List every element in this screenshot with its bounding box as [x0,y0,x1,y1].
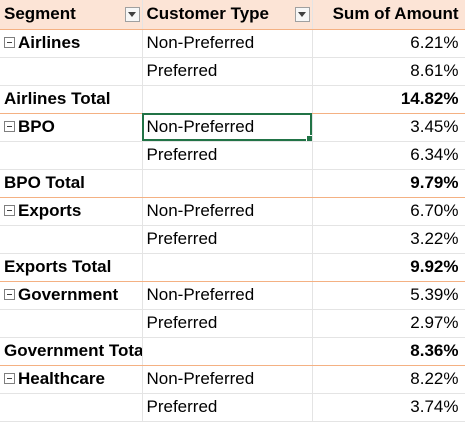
segment-cell-government[interactable]: Government [0,281,143,310]
amount-cell[interactable]: 2.97% [312,309,465,338]
amount-cell[interactable]: 8.22% [312,365,465,394]
amount-cell[interactable]: 3.45% [312,113,465,142]
segment-label: Exports [18,201,82,220]
total-row: Airlines Total 14.82% [0,84,465,114]
header-row: Segment Customer Type Sum of Amount [0,0,465,30]
segment-cell-bpo[interactable]: BPO [0,113,143,142]
customer-type-cell[interactable]: Non-Preferred [142,29,313,58]
customer-type-cell[interactable]: Preferred [142,393,313,422]
total-label-cell[interactable]: BPO Total [0,168,143,198]
collapse-icon[interactable] [4,36,15,48]
table-row: BPO Non-Preferred 3.45% [0,113,465,142]
segment-cell-empty[interactable] [0,309,143,338]
amount-cell[interactable]: 8.61% [312,57,465,86]
segment-cell-healthcare[interactable]: Healthcare [0,365,143,394]
amount-header-label: Sum of Amount [332,4,459,24]
segment-cell-empty[interactable] [0,393,143,422]
total-row: BPO Total 9.79% [0,168,465,198]
table-row: Healthcare Non-Preferred 8.22% [0,365,465,394]
table-row: Preferred 3.74% [0,393,465,422]
segment-label: Airlines [18,33,81,52]
amount-cell[interactable]: 6.34% [312,141,465,170]
amount-cell[interactable]: 5.39% [312,281,465,310]
table-row: Preferred 6.34% [0,141,465,170]
table-row: Government Non-Preferred 5.39% [0,281,465,310]
total-empty-cell[interactable] [142,336,313,366]
collapse-icon[interactable] [4,372,15,384]
segment-header-label: Segment [4,4,76,24]
customer-type-cell-selected[interactable]: Non-Preferred [142,113,313,142]
segment-cell-exports[interactable]: Exports [0,197,143,226]
collapse-icon[interactable] [4,288,15,300]
table-row: Airlines Non-Preferred 6.21% [0,29,465,58]
segment-cell-empty[interactable] [0,57,143,86]
total-value-cell[interactable]: 14.82% [312,84,465,114]
customer-type-header-label: Customer Type [146,4,270,24]
segment-cell-empty[interactable] [0,225,143,254]
table-row: Preferred 3.22% [0,225,465,254]
total-empty-cell[interactable] [142,252,313,282]
total-empty-cell[interactable] [142,84,313,114]
customer-type-header[interactable]: Customer Type [142,0,313,30]
customer-type-cell[interactable]: Non-Preferred [142,281,313,310]
table-row: Preferred 2.97% [0,309,465,338]
fill-handle[interactable] [305,134,311,140]
total-label-cell[interactable]: Airlines Total [0,84,143,114]
amount-cell[interactable]: 6.70% [312,197,465,226]
total-empty-cell[interactable] [142,168,313,198]
segment-header[interactable]: Segment [0,0,143,30]
amount-cell[interactable]: 6.21% [312,29,465,58]
collapse-icon[interactable] [4,204,15,216]
customer-type-cell[interactable]: Preferred [142,225,313,254]
total-value-cell[interactable]: 9.79% [312,168,465,198]
pivot-grid: Segment Customer Type Sum of Amount Airl… [0,0,465,422]
table-row: Exports Non-Preferred 6.70% [0,197,465,226]
amount-cell[interactable]: 3.22% [312,225,465,254]
total-label-cell[interactable]: Exports Total [0,252,143,282]
total-label-cell[interactable]: Government Total [0,336,143,366]
customer-type-cell[interactable]: Non-Preferred [142,197,313,226]
customer-type-filter-dropdown-icon[interactable] [294,7,310,22]
segment-cell-airlines[interactable]: Airlines [0,29,143,58]
customer-type-cell[interactable]: Non-Preferred [142,365,313,394]
customer-type-cell[interactable]: Preferred [142,141,313,170]
segment-cell-empty[interactable] [0,141,143,170]
total-value-cell[interactable]: 9.92% [312,252,465,282]
segment-label: Healthcare [18,369,105,388]
total-value-cell[interactable]: 8.36% [312,336,465,366]
amount-header[interactable]: Sum of Amount [312,0,465,30]
total-row: Government Total 8.36% [0,336,465,366]
customer-type-cell[interactable]: Preferred [142,309,313,338]
customer-type-text: Non-Preferred [146,117,255,136]
table-row: Preferred 8.61% [0,57,465,86]
amount-cell[interactable]: 3.74% [312,393,465,422]
total-row: Exports Total 9.92% [0,252,465,282]
segment-label: BPO [18,117,55,136]
collapse-icon[interactable] [4,120,15,132]
customer-type-cell[interactable]: Preferred [142,57,313,86]
segment-filter-dropdown-icon[interactable] [124,7,140,22]
segment-label: Government [18,285,119,304]
